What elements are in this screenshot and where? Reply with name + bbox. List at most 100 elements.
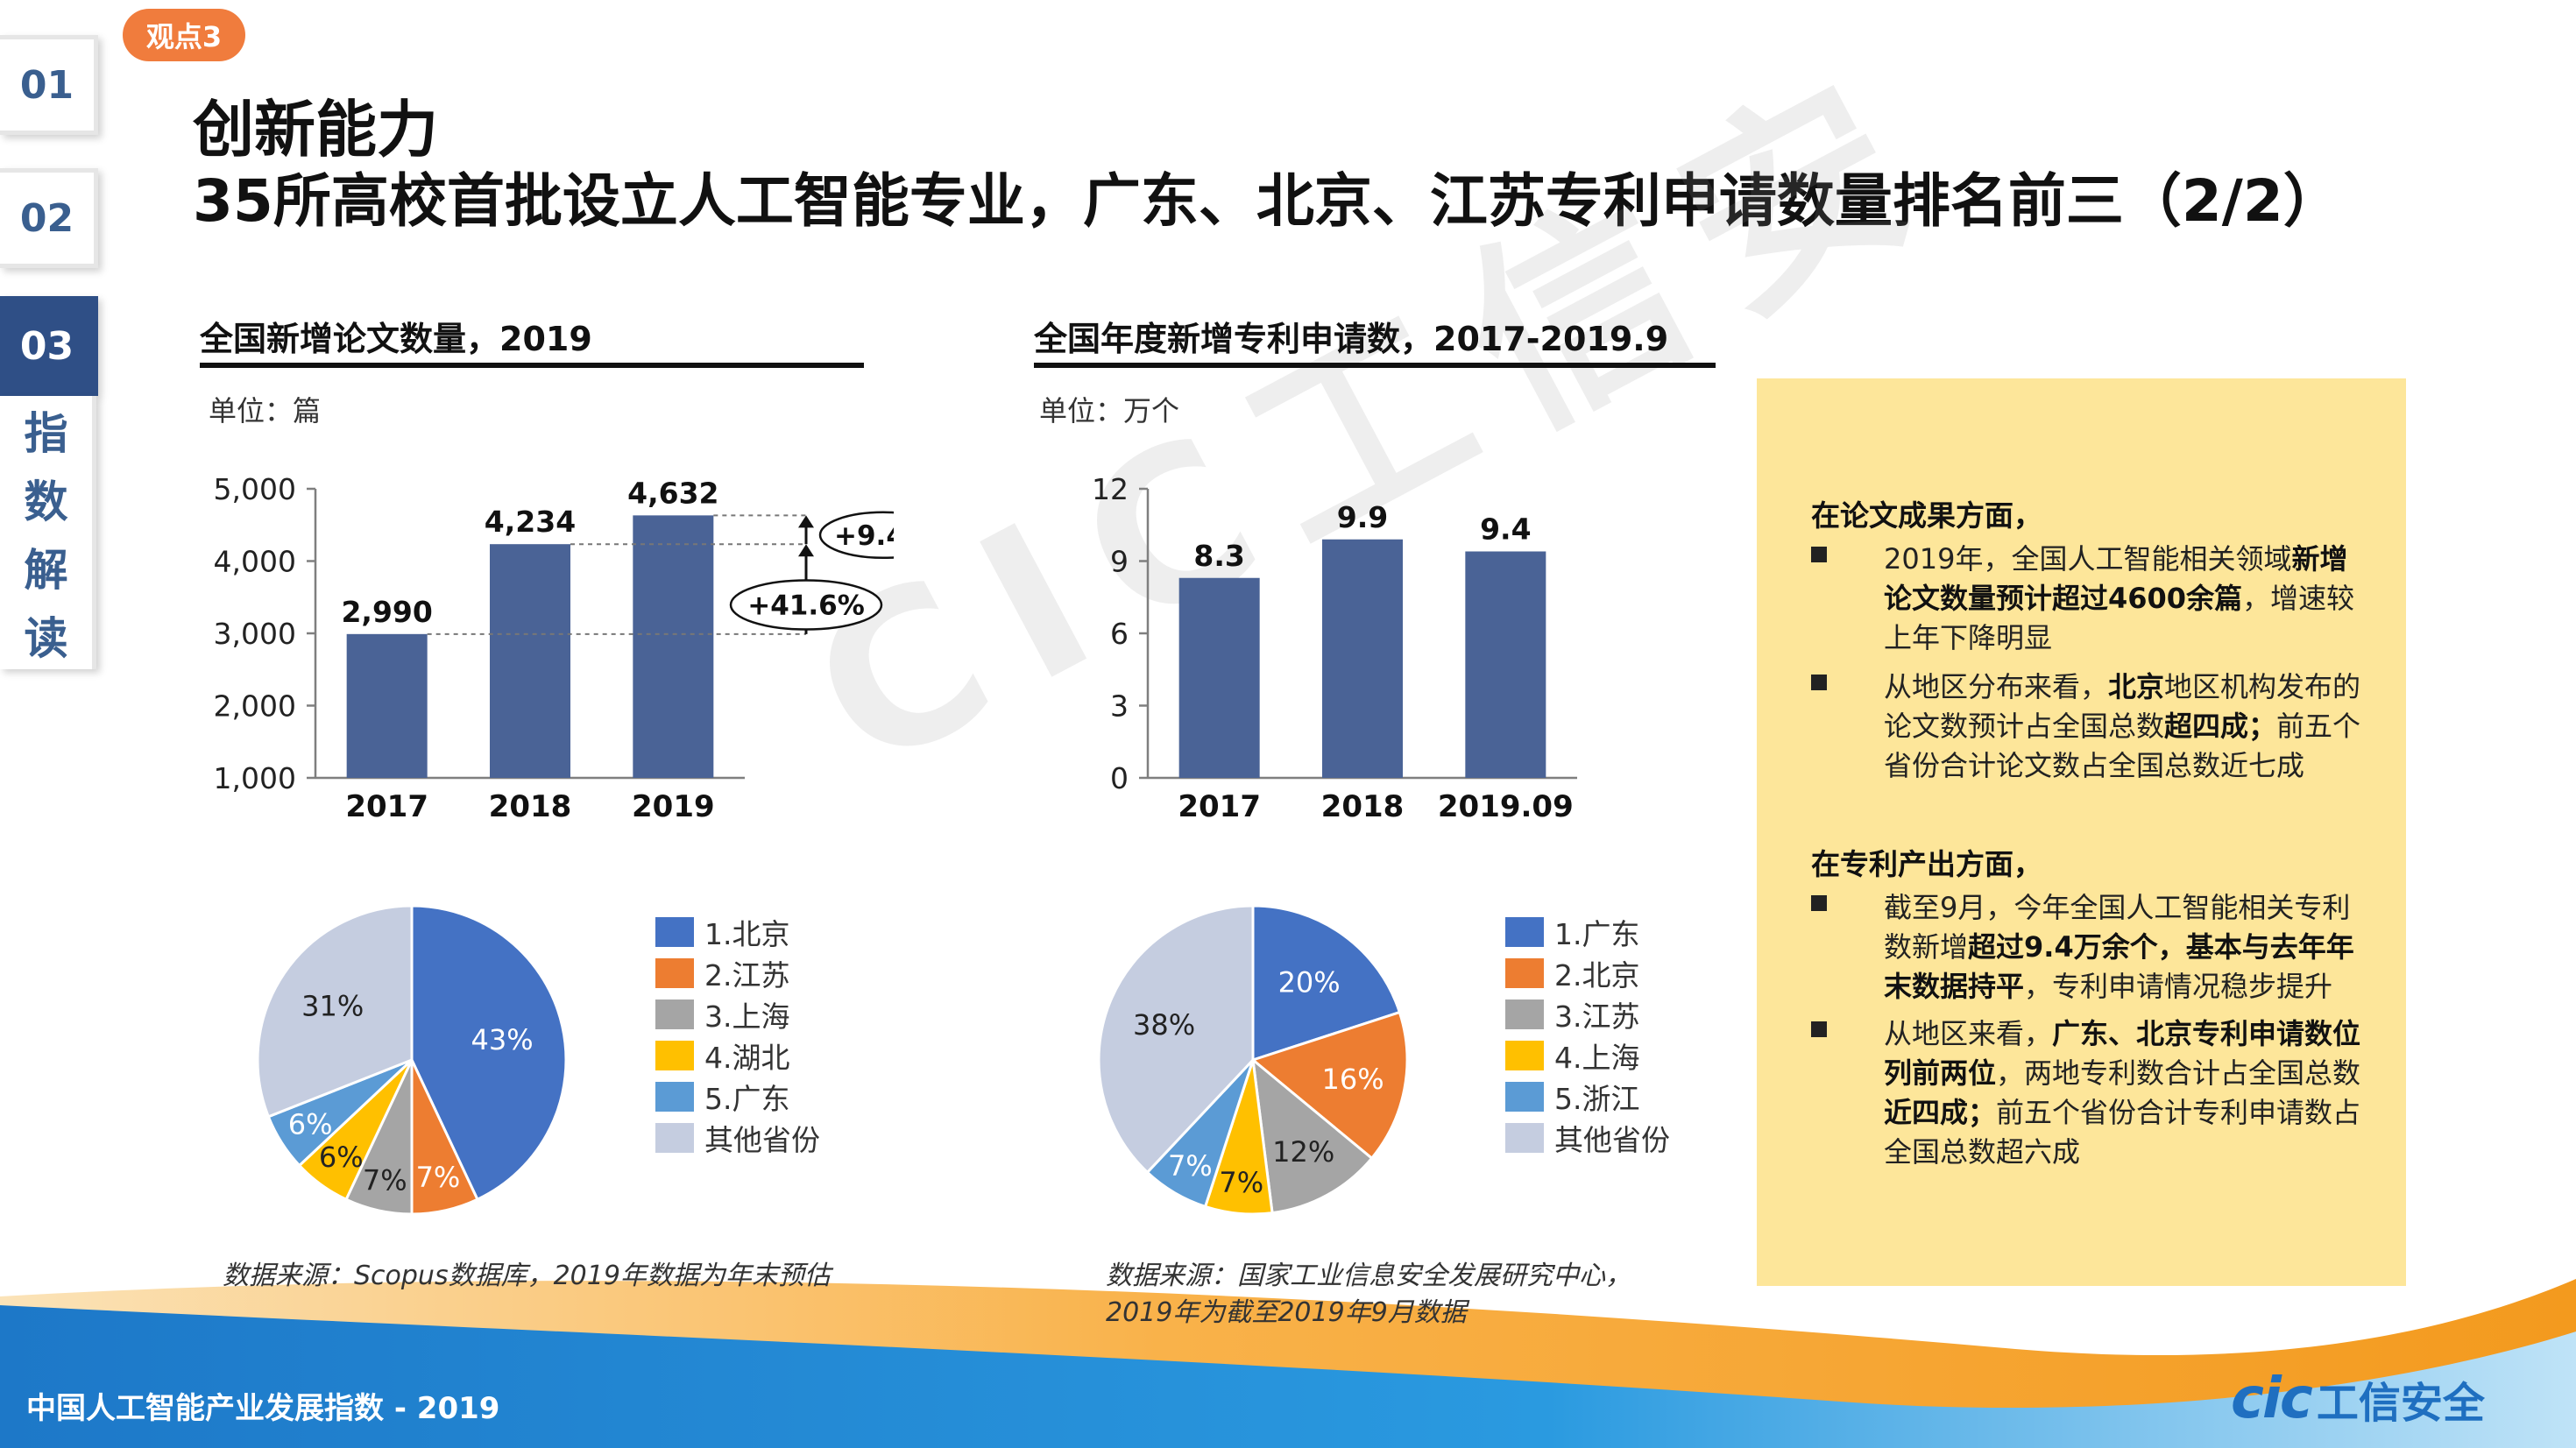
legend-label: 其他省份 [1554, 1122, 1670, 1157]
section-char: 解 [24, 545, 68, 596]
cic-logo: cic 工信安全 [2231, 1367, 2485, 1431]
bar-value-label: 9.9 [1337, 500, 1388, 534]
legend-swatch [1505, 1081, 1544, 1112]
bar [490, 544, 570, 778]
legend-label: 5.广东 [704, 1081, 790, 1116]
y-tick-label: 5,000 [214, 472, 296, 506]
y-tick-label: 9 [1110, 545, 1129, 579]
left-unit-label: 单位：篇 [209, 394, 322, 427]
y-tick-label: 4,000 [214, 545, 296, 579]
growth-bubble [818, 511, 894, 560]
bullet-square-icon [1811, 547, 1827, 562]
pie-value-label: 12% [1272, 1135, 1334, 1169]
nav-tab-01[interactable]: 01 [0, 35, 98, 135]
right-source-note-2: 2019年为截至2019年9月数据 [1106, 1297, 1467, 1328]
right-chart-title: 全国年度新增专利申请数，2017-2019.9 [1034, 320, 1669, 358]
bullet-square-icon [1811, 1021, 1827, 1037]
left-title-rule [200, 363, 864, 368]
pie-value-label: 7% [1219, 1166, 1263, 1199]
insight-bullet: 截至9月，今年全国人工智能相关专利数新增超过9.4万余个，基本与去年年末数据持平… [1811, 888, 2372, 1007]
growth-arrow-41-head [798, 544, 814, 557]
bar-value-label: 8.3 [1193, 539, 1244, 573]
legend-swatch [1505, 1122, 1544, 1153]
insight-heading-papers: 在论文成果方面， [1811, 498, 2042, 533]
x-category-label: 2017 [1178, 789, 1261, 824]
legend-swatch [655, 1122, 694, 1153]
legend-item: 2.江苏 [655, 952, 820, 993]
nav-tab-02[interactable]: 02 [0, 168, 98, 268]
legend-swatch [655, 999, 694, 1029]
legend-item: 1.广东 [1505, 911, 1670, 952]
y-tick-label: 12 [1092, 472, 1129, 506]
legend-swatch [655, 1081, 694, 1112]
insight-heading-patents: 在专利产出方面， [1811, 847, 2042, 881]
section-char: 指 [24, 408, 68, 459]
legend-label: 1.北京 [704, 916, 790, 951]
x-category-label: 2018 [1321, 789, 1405, 824]
legend-label: 4.上海 [1554, 1040, 1640, 1075]
legend-item: 5.广东 [655, 1076, 820, 1117]
legend-item: 2.北京 [1505, 952, 1670, 993]
insight-box: 在论文成果方面， 2019年，全国人工智能相关领域新增论文数量预计超过4600余… [1757, 378, 2406, 1286]
pie-value-label: 6% [319, 1141, 364, 1174]
legend-swatch [1505, 1040, 1544, 1070]
legend-label: 2.江苏 [704, 957, 790, 992]
pie-value-label: 6% [288, 1108, 333, 1141]
bar [346, 633, 428, 778]
viewpoint-badge: 观点3 [123, 9, 245, 61]
pie-value-label: 31% [301, 990, 364, 1023]
legend-item: 4.湖北 [655, 1035, 820, 1076]
growth-label-41: +41.6% [747, 590, 865, 622]
legend-label: 3.江苏 [1554, 999, 1640, 1034]
x-category-label: 2019.09 [1438, 789, 1574, 824]
legend-item: 3.上海 [655, 993, 820, 1035]
insight-bullet: 2019年，全国人工智能相关领域新增论文数量预计超过4600余篇，增速较上年下降… [1811, 540, 2372, 658]
x-category-label: 2017 [345, 789, 428, 824]
pie-slice [256, 904, 414, 1119]
y-tick-label: 2,000 [214, 689, 296, 724]
nav-tab-03[interactable]: 03 [0, 296, 98, 396]
legend-swatch [655, 916, 694, 947]
legend-swatch [655, 1040, 694, 1070]
pie-value-label: 16% [1322, 1063, 1384, 1096]
papers-pie-chart: 43%7%7%6%6%31% [256, 904, 568, 1216]
bullet-square-icon [1811, 895, 1827, 911]
section-label: 指 数 解 读 [0, 396, 96, 669]
legend-swatch [1505, 957, 1544, 988]
legend-label: 4.湖北 [704, 1040, 790, 1075]
cic-logo-mark: cic [2231, 1367, 2313, 1431]
bar-value-label: 4,234 [485, 505, 576, 539]
legend-label: 其他省份 [704, 1122, 820, 1157]
bar [1178, 577, 1260, 778]
bar-value-label: 2,990 [341, 595, 432, 629]
papers-pie-legend: 1.北京 2.江苏 3.上海 4.湖北 5.广东其他省份 [655, 911, 820, 1158]
x-category-label: 2018 [489, 789, 572, 824]
growth-bubble [729, 579, 883, 631]
legend-item: 其他省份 [1505, 1117, 1670, 1158]
legend-item: 1.北京 [655, 911, 820, 952]
legend-label: 3.上海 [704, 999, 790, 1034]
y-tick-label: 3 [1110, 689, 1129, 724]
pie-slice [1251, 904, 1402, 1063]
footer-title: 中国人工智能产业发展指数 - 2019 [26, 1391, 500, 1426]
legend-label: 2.北京 [1554, 957, 1640, 992]
legend-swatch [655, 957, 694, 988]
pie-value-label: 43% [471, 1023, 533, 1056]
section-char: 读 [24, 613, 68, 664]
pie-value-label: 20% [1278, 966, 1341, 999]
legend-swatch [1505, 916, 1544, 947]
legend-swatch [1505, 999, 1544, 1029]
growth-label-9: +9.4% [834, 520, 894, 552]
bar [633, 515, 714, 778]
y-tick-label: 3,000 [214, 617, 296, 651]
cic-logo-text: 工信安全 [2316, 1379, 2485, 1428]
right-title-rule [1034, 363, 1716, 368]
page-subtitle: 35所高校首批设立人工智能专业，广东、北京、江苏专利申请数量排名前三（2/2） [193, 167, 2341, 235]
pie-slice [1097, 904, 1255, 1175]
pie-slice [1251, 1056, 1374, 1215]
pie-value-label: 38% [1133, 1008, 1195, 1042]
legend-item: 3.江苏 [1505, 993, 1670, 1035]
bar-value-label: 4,632 [627, 476, 718, 510]
pie-value-label: 7% [416, 1161, 461, 1194]
patents-bar-chart: 0 3 6 9 12 8.3 2017 9.9 2018 9.4 2019.09 [1092, 472, 1577, 824]
